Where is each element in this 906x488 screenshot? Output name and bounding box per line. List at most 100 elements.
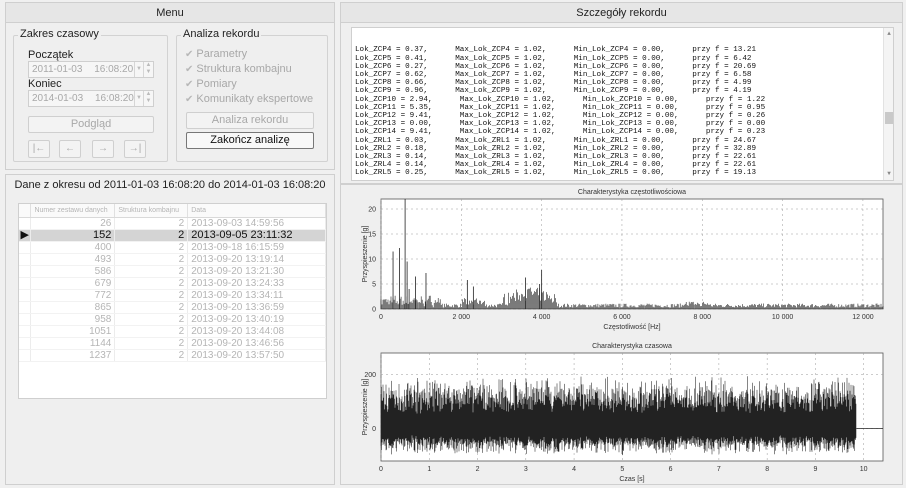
cell-number[interactable]: 865 [30,301,116,314]
row-header[interactable] [19,253,32,266]
cell-number[interactable]: 26 [30,217,116,230]
cell-structure[interactable]: 2 [114,325,189,338]
cell-date[interactable]: 2013-09-20 13:57:50 [187,349,326,362]
cell-number[interactable]: 1144 [30,337,116,350]
freq-xtick: 4 000 [533,314,551,321]
cell-date[interactable]: 2013-09-20 13:21:30 [187,265,326,278]
cell-structure[interactable]: 2 [114,229,189,242]
cell-number[interactable]: 400 [30,241,116,254]
next-record-button[interactable]: → [92,140,114,158]
cell-date[interactable]: 2013-09-20 13:36:59 [187,301,326,314]
start-datetime-picker[interactable]: 2011-01-03 16:08:20 ▼ ▲ ▼ [28,61,154,78]
row-header[interactable] [19,325,32,338]
end-spinner[interactable]: ▲ ▼ [143,91,153,106]
time-chart-title: Charakterystyka czasowa [592,343,672,350]
cell-structure[interactable]: 2 [114,301,189,314]
row-header[interactable] [19,265,32,278]
table-row[interactable]: 772 2 2013-09-20 13:34:11 [19,289,326,302]
cell-date[interactable]: 2013-09-20 13:40:19 [187,313,326,326]
end-calendar-dropdown-icon[interactable]: ▼ [134,91,143,106]
table-row[interactable]: 26 2 2013-09-03 14:59:56 [19,217,326,230]
cell-structure[interactable]: 2 [114,289,189,302]
table-row[interactable]: 1237 2 2013-09-20 13:57:50 [19,349,326,362]
row-header[interactable] [19,313,32,326]
cell-number[interactable]: 958 [30,313,116,326]
cell-date[interactable]: 2013-09-20 13:44:08 [187,325,326,338]
checkbox-expert-messages[interactable]: ✔ Komunikaty ekspertowe [185,93,314,105]
spin-up-icon[interactable]: ▲ [145,91,152,97]
row-header[interactable] [19,241,32,254]
details-panel: Szczegóły rekordu Lok_ZCP4 = 0.37, Max_L… [340,2,903,184]
column-header-date[interactable]: Data [187,204,326,218]
cell-number[interactable]: 1051 [30,325,116,338]
preview-button[interactable]: Podgląd [28,116,154,133]
cell-date[interactable]: 2013-09-20 13:19:14 [187,253,326,266]
cell-date[interactable]: 2013-09-03 14:59:56 [187,217,326,230]
checkbox-parameters[interactable]: ✔ Parametry [185,48,248,60]
spin-down-icon[interactable]: ▼ [145,98,152,104]
row-header[interactable]: ▶ [19,229,32,242]
detail-line: Lok_ZCP9 = 0.96, Max_Lok_ZCP9 = 1.02, Mi… [355,87,752,96]
end-datetime-picker[interactable]: 2014-01-03 16:08:20 ▼ ▲ ▼ [28,90,154,107]
prev-record-button[interactable]: ← [59,140,81,158]
details-textbox[interactable]: Lok_ZCP4 = 0.37, Max_Lok_ZCP4 = 1.02, Mi… [351,27,894,181]
cell-structure[interactable]: 2 [114,217,189,230]
row-header[interactable] [19,277,32,290]
cell-number[interactable]: 679 [30,277,116,290]
cell-structure[interactable]: 2 [114,337,189,350]
cell-number[interactable]: 493 [30,253,116,266]
cell-structure[interactable]: 2 [114,265,189,278]
cell-structure[interactable]: 2 [114,241,189,254]
checkbox-measurements[interactable]: ✔ Pomiary [185,78,237,90]
time-ylabel: Przyspieszenie [g] [362,379,369,436]
scroll-up-icon[interactable]: ▲ [887,30,891,37]
row-header[interactable] [19,337,32,350]
finish-analysis-button[interactable]: Zakończ analizę [186,132,314,149]
table-row[interactable]: 1144 2 2013-09-20 13:46:56 [19,337,326,350]
scroll-down-icon[interactable]: ▼ [887,169,891,177]
time-signal-line [380,376,857,456]
table-row[interactable]: 958 2 2013-09-20 13:40:19 [19,313,326,326]
row-header[interactable] [19,301,32,314]
cell-structure[interactable]: 2 [114,349,189,362]
start-calendar-dropdown-icon[interactable]: ▼ [134,62,143,77]
table-row[interactable]: ▶ 152 2 2013-09-05 23:11:32 [19,229,326,242]
last-record-button[interactable]: →| [124,140,146,158]
table-row[interactable]: 400 2 2013-09-18 16:15:59 [19,241,326,254]
cell-number[interactable]: 1237 [30,349,116,362]
table-row[interactable]: 586 2 2013-09-20 13:21:30 [19,265,326,278]
scroll-thumb[interactable] [885,112,893,124]
table-row[interactable]: 493 2 2013-09-20 13:19:14 [19,253,326,266]
table-row[interactable]: 679 2 2013-09-20 13:24:33 [19,277,326,290]
column-header-structure[interactable]: Struktura kombajnu [114,204,189,218]
cell-structure[interactable]: 2 [114,313,189,326]
cell-date[interactable]: 2013-09-20 13:34:11 [187,289,326,302]
cell-date[interactable]: 2013-09-20 13:46:56 [187,337,326,350]
cell-number[interactable]: 586 [30,265,116,278]
freq-ytick: 0 [372,307,376,314]
cell-structure[interactable]: 2 [114,277,189,290]
cell-number[interactable]: 772 [30,289,116,302]
spin-down-icon[interactable]: ▼ [145,69,152,75]
cell-number[interactable]: 152 [30,229,116,242]
analyze-record-button[interactable]: Analiza rekordu [186,112,314,129]
checkbox-structure[interactable]: ✔ Struktura kombajnu [185,63,292,75]
spin-up-icon[interactable]: ▲ [145,62,152,68]
table-row[interactable]: 865 2 2013-09-20 13:36:59 [19,301,326,314]
cell-date[interactable]: 2013-09-20 13:24:33 [187,277,326,290]
start-spinner[interactable]: ▲ ▼ [143,62,153,77]
records-grid[interactable]: Numer zestawu danych Struktura kombajnu … [18,203,327,399]
cell-date[interactable]: 2013-09-18 16:15:59 [187,241,326,254]
freq-xtick: 12 000 [852,314,874,321]
cell-date[interactable]: 2013-09-05 23:11:32 [187,229,326,242]
row-header[interactable] [19,349,32,362]
column-header-number[interactable]: Numer zestawu danych [30,204,116,218]
cell-structure[interactable]: 2 [114,253,189,266]
row-header[interactable] [19,217,32,230]
analysis-group: Analiza rekordu ✔ Parametry ✔ Struktura ko… [176,28,328,162]
row-header[interactable] [19,289,32,302]
table-row[interactable]: 1051 2 2013-09-20 13:44:08 [19,325,326,338]
first-record-button[interactable]: |← [28,140,50,158]
freq-ytick: 20 [368,207,376,214]
details-scrollbar[interactable]: ▲ ▼ [883,28,893,180]
